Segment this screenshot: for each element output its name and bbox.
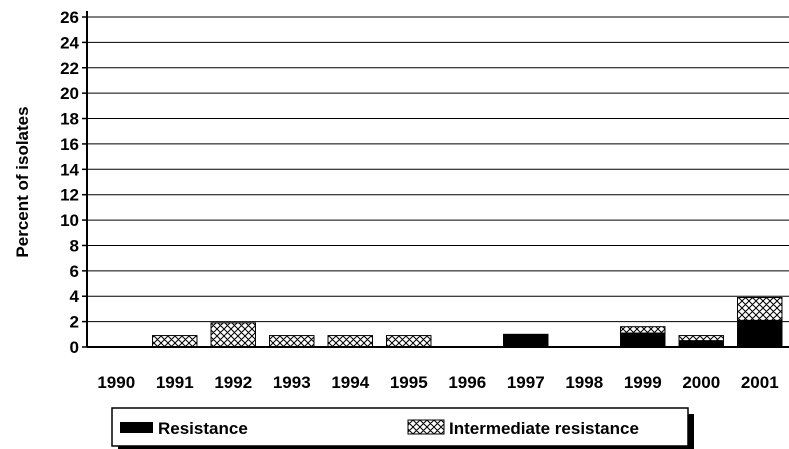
y-tick-label: 4 (70, 287, 80, 306)
y-tick-label: 8 (70, 236, 79, 255)
x-tick-label: 1994 (331, 373, 369, 392)
bar-intermediate-1995 (386, 335, 432, 348)
y-tick-label: 6 (70, 262, 79, 281)
y-tick-label: 20 (60, 84, 79, 103)
y-tick-label: 14 (60, 160, 79, 179)
y-tick-label: 12 (60, 186, 79, 205)
x-tick-label: 1995 (390, 373, 428, 392)
y-axis-title: Percent of isolates (13, 106, 32, 257)
bars (152, 297, 783, 348)
y-tick-label: 26 (60, 8, 79, 27)
y-tick-label: 22 (60, 59, 79, 78)
legend: Resistance Intermediate resistance (111, 407, 694, 449)
legend-box (111, 407, 689, 447)
x-tick-label: 1996 (448, 373, 486, 392)
bar-resistance-2001 (737, 319, 783, 348)
y-tick-label: 16 (60, 135, 79, 154)
bar-resistance-1997 (503, 333, 549, 348)
bar-resistance-1999 (620, 332, 666, 348)
y-tick-label: 18 (60, 110, 79, 129)
legend-label-resistance: Resistance (158, 419, 248, 438)
bar-intermediate-1999 (620, 326, 666, 334)
axes (86, 11, 789, 348)
legend-label-intermediate: Intermediate resistance (449, 419, 639, 438)
x-tick-label: 2001 (741, 373, 779, 392)
x-tick-label: 1990 (97, 373, 135, 392)
x-tick-label: 1993 (273, 373, 311, 392)
bar-intermediate-1991 (152, 335, 198, 348)
y-tick-label: 24 (60, 33, 79, 52)
bar-intermediate-1992 (210, 322, 256, 348)
y-tick-label: 10 (60, 211, 79, 230)
legend-swatch-intermediate (407, 419, 445, 435)
gridlines (87, 16, 789, 323)
x-tick-label: 1998 (565, 373, 603, 392)
y-tick-label: 2 (70, 313, 79, 332)
x-tick-label: 2000 (682, 373, 720, 392)
bar-intermediate-2000 (678, 335, 724, 342)
x-tick-label: 1999 (624, 373, 662, 392)
x-tick-label: 1992 (214, 373, 252, 392)
bar-intermediate-2001 (737, 297, 783, 321)
bar-intermediate-1994 (327, 335, 373, 348)
legend-swatch-resistance (120, 422, 153, 433)
bar-intermediate-1993 (269, 335, 315, 348)
x-tick-label: 1997 (507, 373, 545, 392)
x-tick-labels: 1990 1991 1992 1993 1994 1995 1996 1997 1998 1999… (97, 373, 778, 392)
y-tick-label: 0 (70, 338, 79, 357)
x-tick-label: 1991 (156, 373, 194, 392)
